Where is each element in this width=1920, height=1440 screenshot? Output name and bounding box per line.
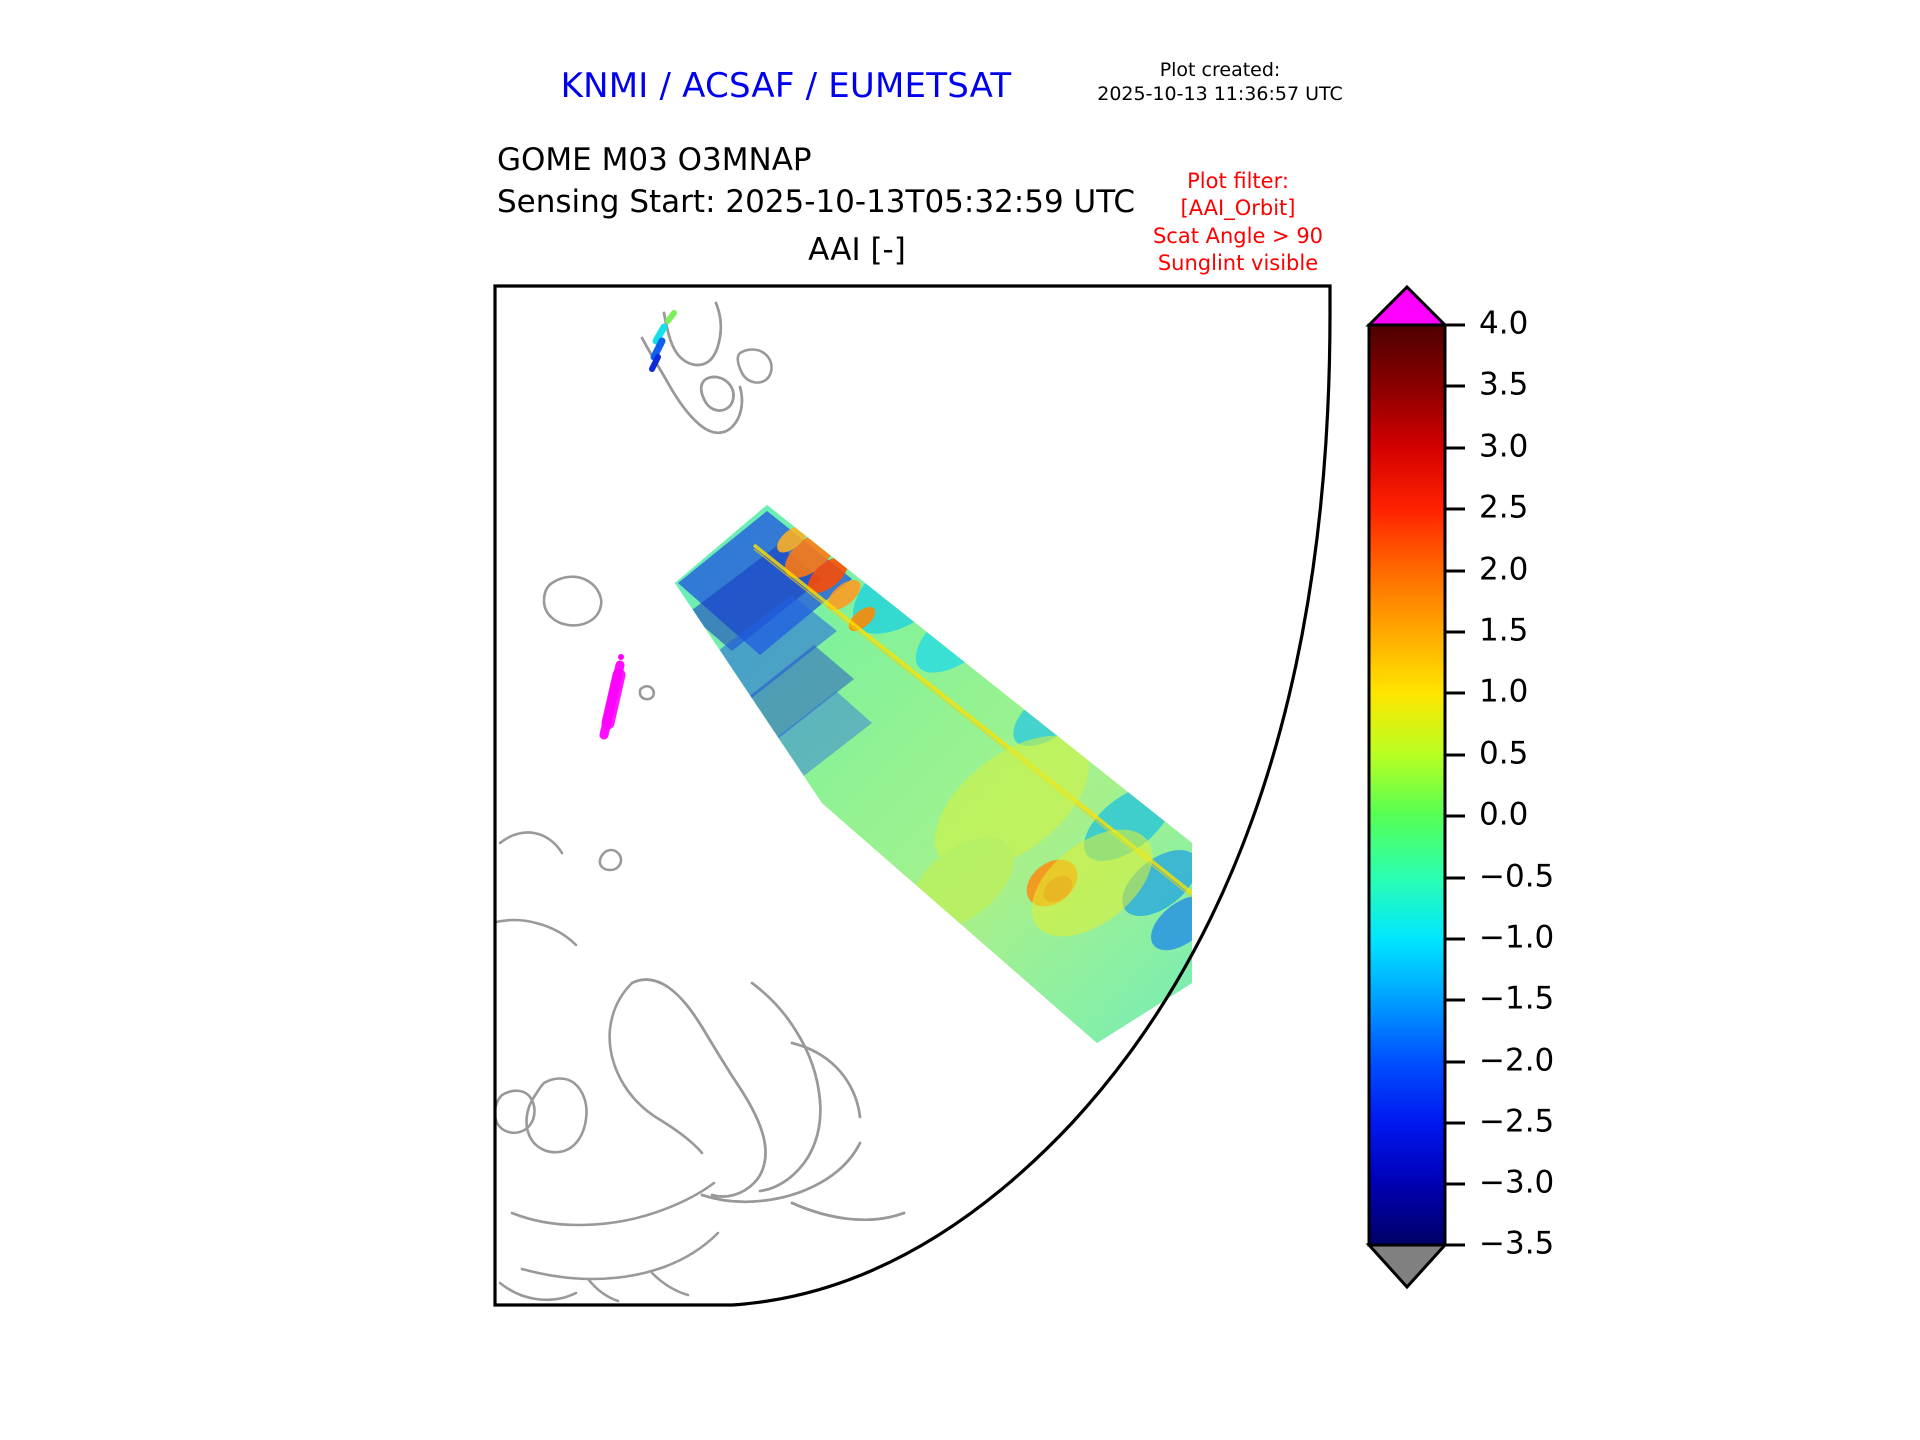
over-range-streak (599, 654, 626, 740)
plot-created-timestamp: 2025-10-13 11:36:57 UTC (1097, 83, 1343, 106)
colorbar-tick-label: 1.0 (1479, 674, 1528, 710)
plot-filter-block: Plot filter: [AAI_Orbit] Scat Angle > 90… (1108, 168, 1368, 277)
colorbar-tick-label: −1.5 (1479, 981, 1554, 1017)
colorbar-tick-label: 1.5 (1479, 613, 1528, 649)
colorbar-ticks (1445, 323, 1465, 1247)
plot-filter-sunglint: Sunglint visible (1157, 250, 1319, 275)
plot-filter-heading: Plot filter: (1187, 169, 1289, 193)
colorbar-under-range-arrow (1365, 1243, 1449, 1290)
plot-filter-orbit: [AAI_Orbit] (1180, 196, 1296, 221)
colorbar-svg[interactable]: 4.0 3.5 3.0 2.5 2.0 1.5 1.0 0.5 0.0 −0.5… (1355, 283, 1605, 1308)
colorbar-tick-label: −2.5 (1479, 1104, 1554, 1140)
colorbar-tick-label: −0.5 (1479, 859, 1554, 895)
colorbar-tick-label: 0.0 (1479, 797, 1528, 833)
colorbar-over-range-arrow (1365, 284, 1449, 327)
map-border (493, 284, 1332, 1307)
colorbar-gradient (1367, 323, 1447, 1247)
colorbar-tick-label: −2.0 (1479, 1043, 1554, 1079)
colorbar-tick-label: 2.0 (1479, 552, 1528, 588)
north-swath-fragment (649, 310, 677, 372)
plot-created-block: Plot created: 2025-10-13 11:36:57 UTC (1075, 58, 1365, 107)
title-block: GOME M03 O3MNAP Sensing Start: 2025-10-1… (497, 140, 1217, 223)
colorbar-tick-label: 0.5 (1479, 736, 1528, 772)
map-plot-area[interactable] (492, 283, 1337, 1308)
sensing-start-title: Sensing Start: 2025-10-13T05:32:59 UTC (497, 183, 1135, 220)
colorbar-tick-label: 3.0 (1479, 429, 1528, 465)
colorbar-tick-label: 3.5 (1479, 367, 1528, 403)
plot-created-label: Plot created: (1159, 59, 1281, 81)
map-panel[interactable] (492, 283, 1337, 1308)
colorbar-tick-label: 2.5 (1479, 490, 1528, 526)
colorbar-tick-label: −1.0 (1479, 920, 1554, 956)
quantity-title: AAI [-] (808, 232, 906, 268)
colorbar-tick-label: −3.5 (1479, 1226, 1554, 1262)
plot-filter-scat-angle: Scat Angle > 90 (1152, 223, 1324, 248)
organisation-header: KNMI / ACSAF / EUMETSAT (560, 66, 1012, 106)
colorbar[interactable]: 4.0 3.5 3.0 2.5 2.0 1.5 1.0 0.5 0.0 −0.5… (1355, 283, 1605, 1308)
instrument-title: GOME M03 O3MNAP (497, 142, 812, 178)
coastline-overlay (630, 301, 906, 1222)
colorbar-tick-labels: 4.0 3.5 3.0 2.5 2.0 1.5 1.0 0.5 0.0 −0.5… (1479, 306, 1554, 1262)
colorbar-tick-label: 4.0 (1479, 306, 1528, 342)
colorbar-tick-label: −3.0 (1479, 1165, 1554, 1201)
